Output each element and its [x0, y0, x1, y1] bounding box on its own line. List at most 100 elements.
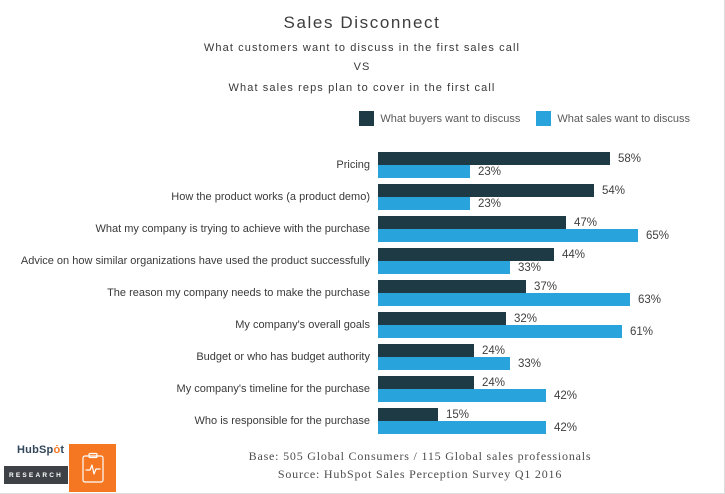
page-title: Sales Disconnect [283, 13, 441, 32]
buyers-bar-line: 58% [378, 152, 724, 165]
buyers-bar-line: 24% [378, 344, 724, 357]
sales-bar-line: 63% [378, 293, 724, 306]
legend-item-sales: What sales want to discuss [536, 111, 690, 126]
research-badge: RESEARCH [4, 466, 68, 484]
buyers-bar [378, 408, 438, 421]
sales-value: 63% [638, 293, 662, 306]
category-label: Budget or who has budget authority [196, 351, 370, 363]
bar-pair: 32% 61% [378, 312, 724, 338]
chart-header: Sales Disconnect What customers want to … [0, 13, 724, 94]
legend-label-sales: What sales want to discuss [557, 112, 690, 125]
buyers-bar-line: 44% [378, 248, 724, 261]
category-label: Who is responsible for the purchase [194, 415, 370, 427]
sales-value: 42% [554, 389, 578, 402]
category-label: My company's overall goals [235, 319, 370, 331]
sales-bar-line: 33% [378, 261, 724, 274]
buyers-value: 32% [514, 312, 538, 325]
buyers-value: 24% [482, 344, 506, 357]
buyers-value: 44% [562, 248, 586, 261]
chart-row: What my company is trying to achieve wit… [0, 216, 724, 242]
sales-bar [378, 229, 638, 242]
chart-row: My company's timeline for the purchase 2… [0, 376, 724, 402]
orange-tile [69, 444, 116, 492]
subtitle-salesreps: What sales reps plan to cover in the fir… [228, 82, 496, 94]
buyers-bar [378, 248, 554, 261]
buyers-value: 58% [618, 152, 642, 165]
sales-value: 23% [478, 165, 502, 178]
sales-bar-line: 33% [378, 357, 724, 370]
sales-bar [378, 421, 546, 434]
sales-value: 33% [518, 261, 542, 274]
buyers-bar [378, 216, 566, 229]
buyers-bar-line: 24% [378, 376, 724, 389]
legend-label-buyers: What buyers want to discuss [380, 112, 521, 125]
buyers-bar [378, 152, 610, 165]
sales-value: 23% [478, 197, 502, 210]
chart-row: Advice on how similar organizations have… [0, 248, 724, 274]
chart-row: How the product works (a product demo) 5… [0, 184, 724, 210]
sales-bar-line: 65% [378, 229, 724, 242]
sales-bar-line: 42% [378, 389, 724, 402]
sales-bar [378, 261, 510, 274]
buyers-bar [378, 280, 526, 293]
vs-label: VS [353, 61, 371, 73]
buyers-bar-line: 37% [378, 280, 724, 293]
buyers-bar [378, 376, 474, 389]
source-note: Source: HubSpot Sales Perception Survey … [277, 467, 563, 481]
sales-bar [378, 197, 470, 210]
sales-value: 33% [518, 357, 542, 370]
chart-row: Budget or who has budget authority 24% 3… [0, 344, 724, 370]
legend-swatch-sales-icon [536, 111, 552, 126]
buyers-value: 15% [446, 408, 470, 421]
chart-row: Who is responsible for the purchase 15% … [0, 408, 724, 434]
clipboard-pulse-icon [81, 452, 104, 483]
buyers-value: 37% [534, 280, 558, 293]
base-note: Base: 505 Global Consumers / 115 Global … [248, 449, 592, 463]
buyers-bar-line: 15% [378, 408, 724, 421]
sales-bar-line: 42% [378, 421, 724, 434]
sales-bar-line: 23% [378, 197, 724, 210]
buyers-bar [378, 184, 594, 197]
bar-pair: 47% 65% [378, 216, 724, 242]
legend: What buyers want to discuss What sales w… [0, 111, 690, 126]
buyers-bar-line: 47% [378, 216, 724, 229]
sales-value: 65% [646, 229, 670, 242]
bar-pair: 44% 33% [378, 248, 724, 274]
buyers-value: 47% [574, 216, 598, 229]
footer-notes: Base: 505 Global Consumers / 115 Global … [125, 447, 715, 483]
category-label: How the product works (a product demo) [171, 191, 370, 203]
category-label: What my company is trying to achieve wit… [95, 223, 370, 235]
buyers-bar [378, 344, 474, 357]
legend-swatch-buyers-icon [359, 111, 375, 126]
legend-item-buyers: What buyers want to discuss [359, 111, 520, 126]
bar-chart: Pricing 58% 23% How the product works (a… [0, 152, 724, 440]
chart-row: My company's overall goals 32% 61% [0, 312, 724, 338]
category-label: Advice on how similar organizations have… [20, 255, 370, 267]
sales-bar-line: 23% [378, 165, 724, 178]
buyers-value: 24% [482, 376, 506, 389]
chart-row: The reason my company needs to make the … [0, 280, 724, 306]
sales-bar [378, 389, 546, 402]
bar-pair: 15% 42% [378, 408, 724, 434]
chart-row: Pricing 58% 23% [0, 152, 724, 178]
category-label: My company's timeline for the purchase [176, 383, 370, 395]
sales-value: 42% [554, 421, 578, 434]
sprocket-icon: ȯ [53, 444, 61, 456]
buyers-bar-line: 32% [378, 312, 724, 325]
hubspot-wordmark: HubSpȯt [17, 444, 65, 456]
subtitle-customers: What customers want to discuss in the fi… [203, 42, 521, 54]
bar-pair: 54% 23% [378, 184, 724, 210]
sales-bar [378, 325, 622, 338]
bar-pair: 24% 42% [378, 376, 724, 402]
bar-pair: 24% 33% [378, 344, 724, 370]
buyers-value: 54% [602, 184, 626, 197]
category-label: The reason my company needs to make the … [107, 287, 370, 299]
sales-bar-line: 61% [378, 325, 724, 338]
buyers-bar-line: 54% [378, 184, 724, 197]
hubspot-logo: HubSpȯt RESEARCH [4, 440, 119, 492]
sales-bar [378, 165, 470, 178]
category-label: Pricing [336, 159, 370, 171]
bar-pair: 58% 23% [378, 152, 724, 178]
sales-bar [378, 293, 630, 306]
